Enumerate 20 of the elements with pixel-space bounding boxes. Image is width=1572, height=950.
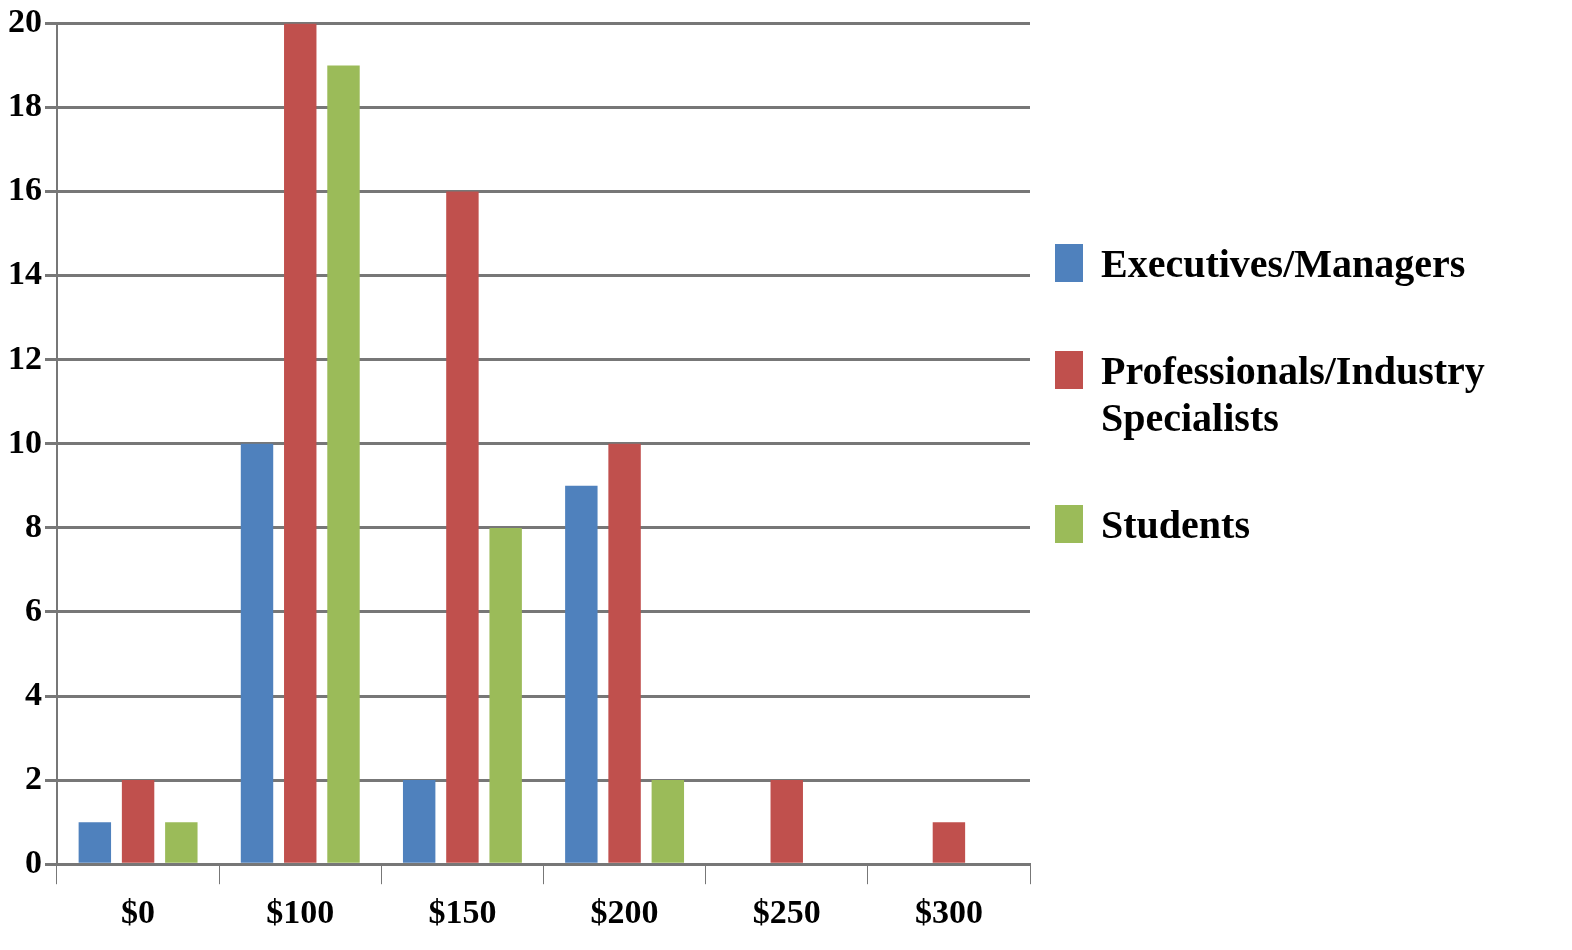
x-tick-label: $300 <box>914 893 983 931</box>
x-tick-label: $150 <box>428 893 497 931</box>
x-tick-label: $0 <box>121 893 156 931</box>
y-tick-label: 10 <box>8 422 42 460</box>
x-tick-label: $100 <box>266 893 335 931</box>
y-tick-label: 2 <box>25 758 42 796</box>
y-tick-label: 8 <box>25 506 42 544</box>
y-tick-label: 4 <box>25 674 42 712</box>
y-tick-label: 14 <box>8 254 42 292</box>
legend-label: Students <box>1101 501 1250 548</box>
legend-label: Executives/Managers <box>1101 240 1466 287</box>
y-tick-label: 0 <box>25 842 42 880</box>
y-tick-label: 16 <box>8 170 42 208</box>
y-tick-label: 6 <box>25 590 42 628</box>
y-tick-label: 18 <box>8 86 42 124</box>
x-tick-label: $200 <box>590 893 659 931</box>
y-tick-label: 20 <box>8 2 42 40</box>
legend-label: Professionals/Industry Specialists <box>1101 347 1486 441</box>
x-tick-label: $250 <box>752 893 821 931</box>
y-tick-label: 12 <box>8 338 42 376</box>
